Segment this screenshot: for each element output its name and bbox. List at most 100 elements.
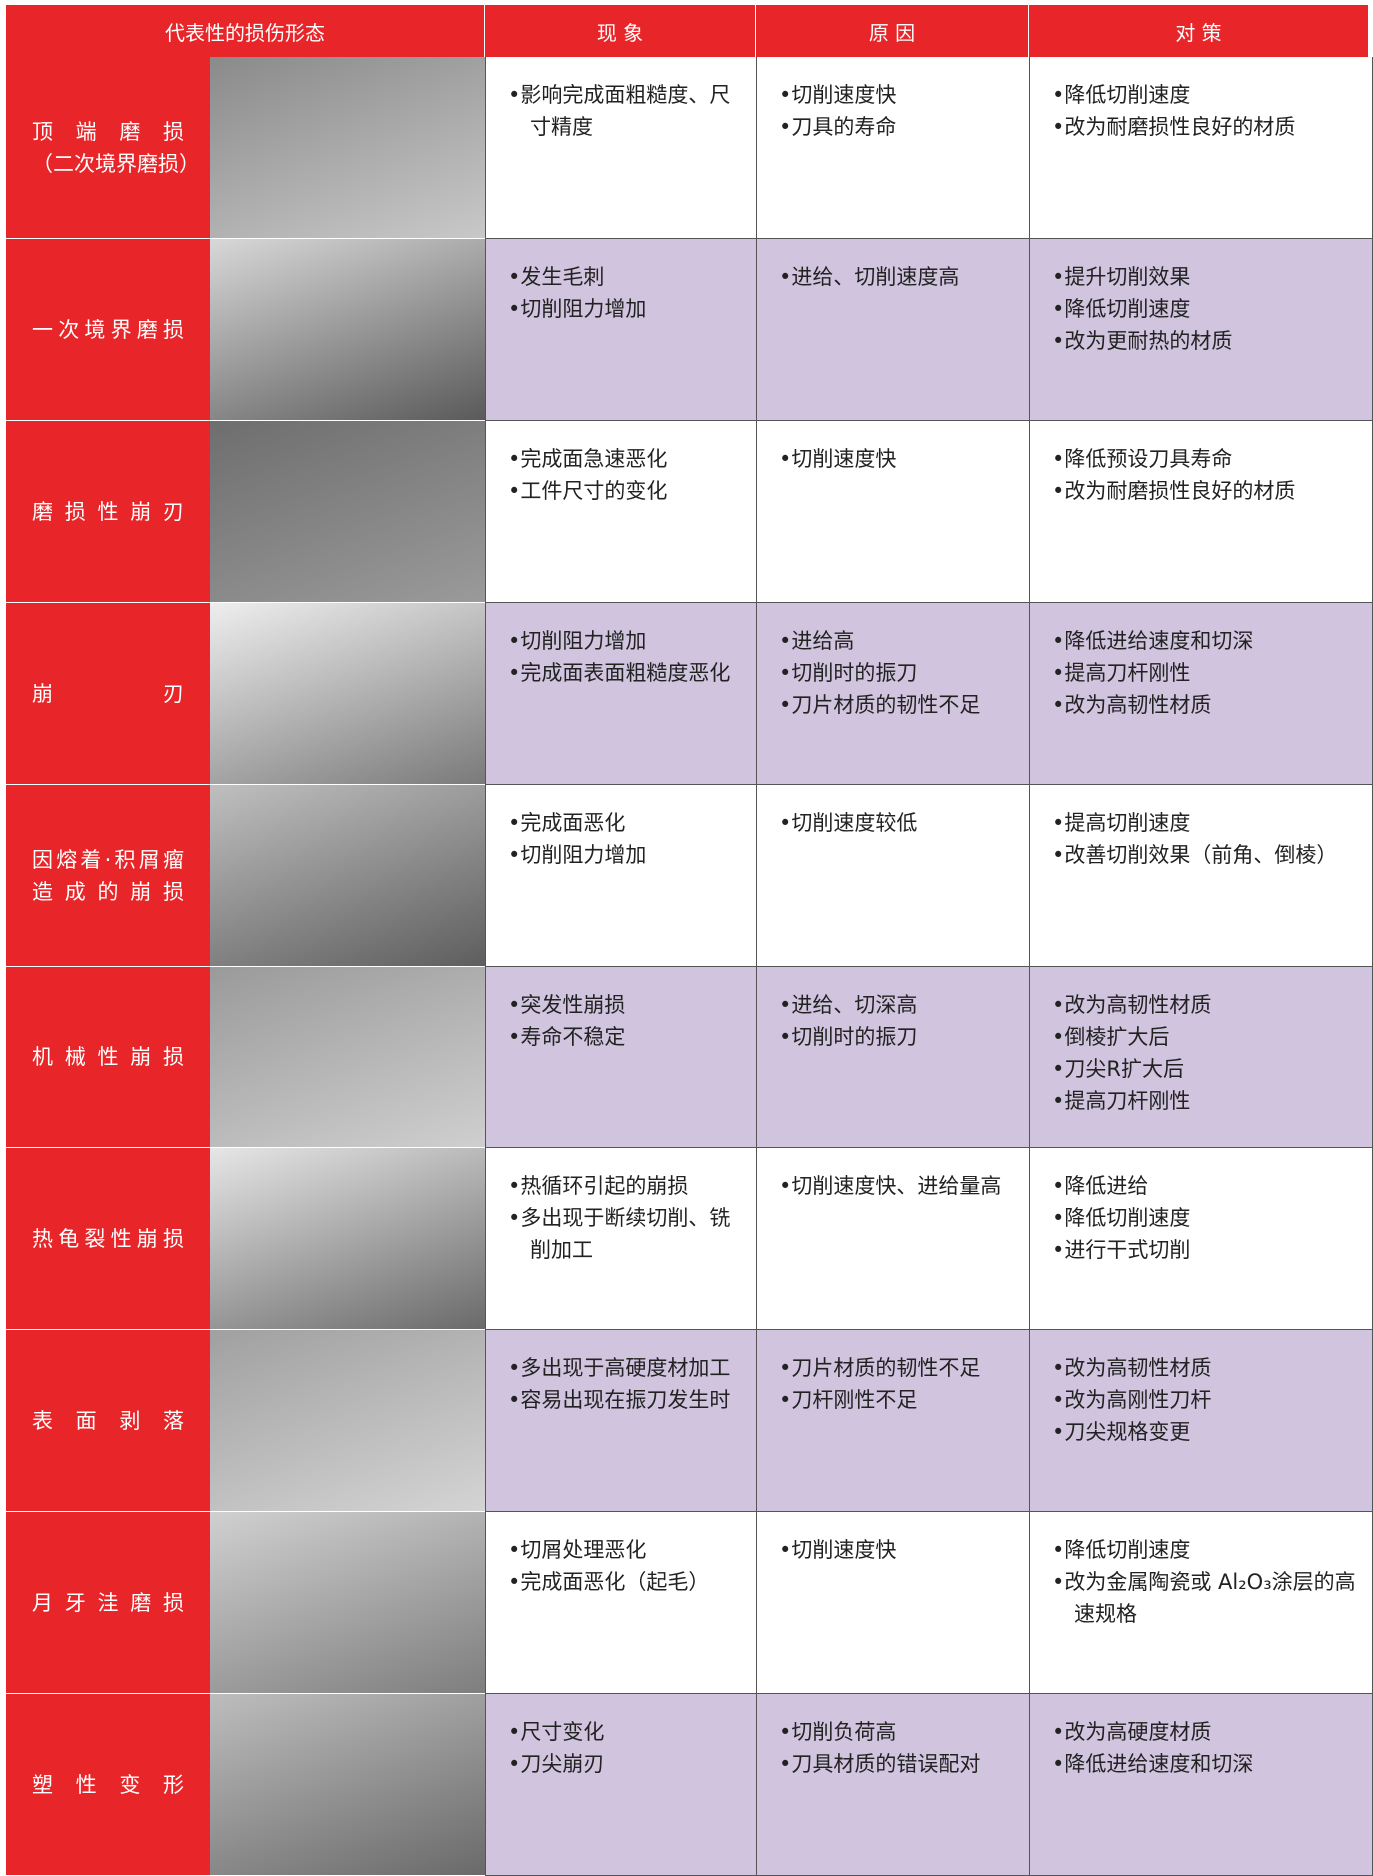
measures-item: •降低预设刀具寿命 [1052,447,1233,471]
label-line: 因熔着·积屑瘤 [32,847,184,872]
damage-photo [210,1330,485,1512]
damage-label: 崩刃 [6,603,210,785]
measures-item: •改为耐磨损性良好的材质 [1052,115,1296,139]
phenomena-cell: •热循环引起的崩损 •多出现于断续切削、铣削加工 [485,1148,756,1330]
damage-photo [210,239,485,421]
measures-item: •进行干式切削 [1052,1238,1191,1262]
measures-cell: •改为高硬度材质 •降低进给速度和切深 [1029,1694,1373,1876]
measures-item: •提高刀杆刚性 [1052,1089,1191,1113]
label-line: 塑性变形 [32,1772,184,1797]
causes-cell: •进给高 •切削时的振刀 •刀片材质的韧性不足 [756,603,1029,785]
causes-item: •刀片材质的韧性不足 [779,1356,981,1380]
header-cell: 代表性的损伤形态 [6,5,485,57]
measures-item: •改为高韧性材质 [1052,993,1212,1017]
measures-item: •改为耐磨损性良好的材质 [1052,479,1296,503]
phenomena-item: •尺寸变化 [508,1720,605,1744]
label-line: 崩刃 [32,681,184,706]
damage-photo [210,57,485,239]
phenomena-item: •影响完成面粗糙度、尺寸精度 [508,83,731,139]
measures-item: •改为高韧性材质 [1052,693,1212,717]
causes-item: •刀具材质的错误配对 [779,1752,981,1776]
phenomena-item: •切削阻力增加 [508,843,647,867]
phenomena-item: •发生毛刺 [508,265,605,289]
damage-label: 机械性崩损 [6,967,210,1148]
damage-photo [210,1694,485,1876]
phenomena-cell: •突发性崩损 •寿命不稳定 [485,967,756,1148]
phenomena-item: •多出现于高硬度材加工 [508,1356,731,1380]
causes-item: •切削速度快 [779,83,897,107]
measures-item: •刀尖R扩大后 [1052,1057,1184,1081]
measures-cell: •降低预设刀具寿命 •改为耐磨损性良好的材质 [1029,421,1373,603]
measures-cell: •降低进给 •降低切削速度 •进行干式切削 [1029,1148,1373,1330]
measures-item: •倒棱扩大后 [1052,1025,1170,1049]
label-line: 顶端磨损 [32,119,184,144]
measures-item: •改为高硬度材质 [1052,1720,1212,1744]
causes-cell: •切削速度快 •刀具的寿命 [756,57,1029,239]
damage-photo [210,1512,485,1694]
measures-item: •降低进给速度和切深 [1052,1752,1254,1776]
measures-cell: •改为高韧性材质 •改为高刚性刀杆 •刀尖规格变更 [1029,1330,1373,1512]
causes-item: •切削速度快、进给量高 [779,1174,1002,1198]
damage-label: 磨损性崩刃 [6,421,210,603]
causes-item: •切削速度快 [779,1538,897,1562]
damage-photo [210,967,485,1148]
causes-cell: •进给、切深高 •切削时的振刀 [756,967,1029,1148]
measures-item: •降低切削速度 [1052,297,1191,321]
measures-cell: •降低进给速度和切深 •提高刀杆刚性 •改为高韧性材质 [1029,603,1373,785]
phenomena-item: •热循环引起的崩损 [508,1174,689,1198]
damage-label: 顶端磨损 （二次境界磨损） [6,57,210,239]
measures-cell: •改为高韧性材质 •倒棱扩大后 •刀尖R扩大后 •提高刀杆刚性 [1029,967,1373,1148]
causes-item: •进给、切削速度高 [779,265,960,289]
phenomena-item: •工件尺寸的变化 [508,479,668,503]
causes-item: •进给高 [779,629,855,653]
phenomena-cell: •多出现于高硬度材加工 •容易出现在振刀发生时 [485,1330,756,1512]
damage-photo [210,603,485,785]
measures-cell: •降低切削速度 •改为金属陶瓷或 Al₂O₃涂层的高速规格 [1029,1512,1373,1694]
label-line: （二次境界磨损） [32,151,200,176]
phenomena-item: •完成面恶化 [508,811,626,835]
phenomena-item: •刀尖崩刃 [508,1752,605,1776]
damage-photo [210,785,485,967]
label-line: 磨损性崩刃 [32,499,184,524]
phenomena-cell: •发生毛刺 •切削阻力增加 [485,239,756,421]
damage-label: 月牙洼磨损 [6,1512,210,1694]
phenomena-item: •切削阻力增加 [508,297,647,321]
phenomena-item: •完成面急速恶化 [508,447,668,471]
measures-item: •降低切削速度 [1052,1538,1191,1562]
measures-item: •降低进给速度和切深 [1052,629,1254,653]
phenomena-item: •切屑处理恶化 [508,1538,647,1562]
causes-item: •切削负荷高 [779,1720,897,1744]
measures-item: •降低切削速度 [1052,1206,1191,1230]
phenomena-cell: •完成面恶化 •切削阻力增加 [485,785,756,967]
measures-item: •刀尖规格变更 [1052,1420,1191,1444]
causes-item: •刀杆刚性不足 [779,1388,918,1412]
label-line: 一次境界磨损 [32,317,184,342]
measures-item: •改为高韧性材质 [1052,1356,1212,1380]
damage-label: 一次境界磨损 [6,239,210,421]
phenomena-cell: •尺寸变化 •刀尖崩刃 [485,1694,756,1876]
damage-photo [210,421,485,603]
measures-item: •降低进给 [1052,1174,1149,1198]
phenomena-cell: •完成面急速恶化 •工件尺寸的变化 [485,421,756,603]
label-line: 造成的崩损 [32,879,184,904]
damage-label: 塑性变形 [6,1694,210,1876]
label-line: 表面剥落 [32,1408,184,1433]
measures-item: •降低切削速度 [1052,83,1191,107]
causes-item: •切削时的振刀 [779,661,918,685]
damage-label: 热龟裂性崩损 [6,1148,210,1330]
causes-cell: •切削速度较低 [756,785,1029,967]
measures-item: •改为更耐热的材质 [1052,329,1233,353]
causes-item: •进给、切深高 [779,993,918,1017]
damage-label: 因熔着·积屑瘤 造成的崩损 [6,785,210,967]
phenomena-item: •切削阻力增加 [508,629,647,653]
measures-item: •改为高刚性刀杆 [1052,1388,1212,1412]
causes-item: •切削速度快 [779,447,897,471]
measures-item: •改善切削效果（前角、倒棱） [1052,843,1338,867]
label-line: 机械性崩损 [32,1045,184,1069]
phenomena-item: •完成面表面粗糙度恶化 [508,661,731,685]
measures-item: •提高切削速度 [1052,811,1191,835]
phenomena-item: •容易出现在振刀发生时 [508,1388,731,1412]
causes-item: •刀片材质的韧性不足 [779,693,981,717]
phenomena-item: •完成面恶化（起毛） [508,1570,710,1594]
